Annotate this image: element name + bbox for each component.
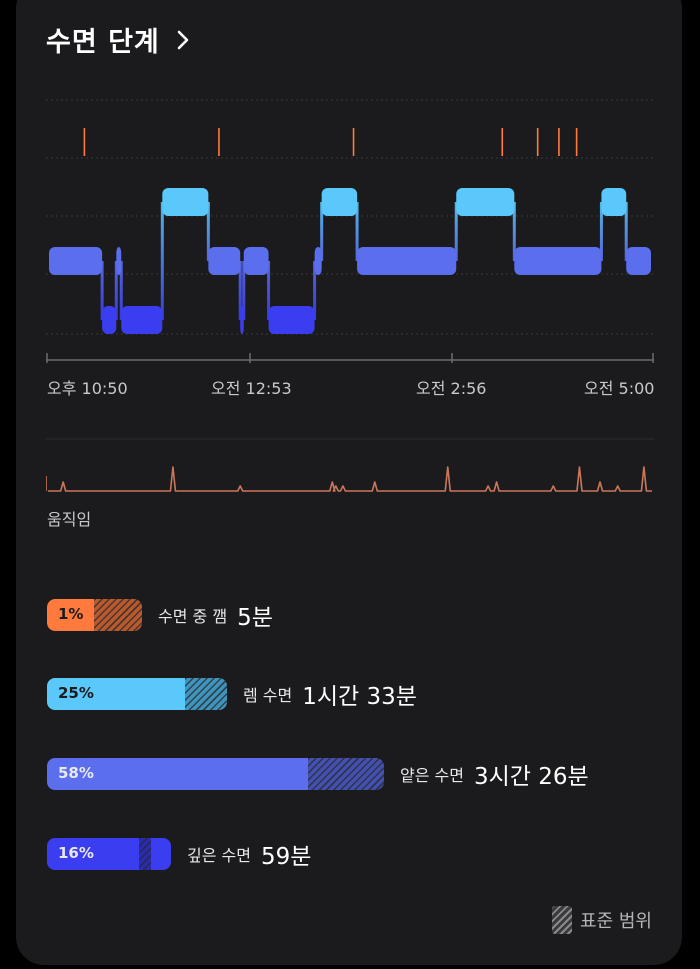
x-tick-label: 오전 2:56 [416,379,487,398]
awake-bar: 1% [47,599,142,631]
stage-row-awake[interactable]: 1% 수면 중 깸 5분 [47,599,273,631]
chevron-right-icon [177,30,189,49]
light-duration: 3시간 26분 [473,764,589,790]
deep-segment [102,306,117,334]
movement-svg [46,438,654,492]
stage-transition [267,261,271,320]
awake-marker [83,128,86,156]
stage-transition [624,202,628,261]
deep-bar-fill [47,838,139,870]
awake-marker [218,128,220,156]
x-tick-label: 오전 12:53 [211,379,292,398]
light-bar-fill [47,758,308,790]
deep-range-hatch [139,838,151,870]
stage-row-rem[interactable]: 25% 렘 수면 1시간 33분 [47,678,417,710]
awake-marker [501,128,504,156]
movement-line [48,466,652,492]
light-segment [116,247,122,275]
light-segment [357,247,457,275]
rem-pct: 25% [58,684,94,702]
awake-duration: 5분 [237,605,273,631]
hypnogram-svg [46,99,654,363]
stage-transition [512,202,516,261]
stage-transition [119,261,123,320]
deep-segment [268,306,315,334]
sleep-stages-card: 수면 단계 [16,0,682,965]
light-range-hatch [308,758,384,790]
stage-transition [160,202,164,320]
rem-segment [162,188,209,216]
stage-row-deep[interactable]: 16% 깊은 수면 59분 [47,838,311,870]
light-segment [49,247,103,275]
light-bar: 58% [47,758,384,790]
sleep-stages-header[interactable]: 수면 단계 [46,20,194,59]
stage-transition [599,202,603,261]
hatch-swatch-icon [552,906,573,934]
light-segment [243,247,269,275]
deep-label: 깊은 수면 [187,846,251,865]
stage-transition [454,202,458,261]
stage-transition [114,261,118,320]
stage-transition [320,202,324,261]
hypnogram-chart [46,98,654,363]
rem-duration: 1시간 33분 [302,684,417,710]
standard-range-legend: 표준 범위 [552,906,652,934]
stage-transition [238,261,242,320]
deep-duration: 59분 [260,844,312,870]
light-segment [514,247,602,275]
deep-segment [240,306,244,334]
page-title: 수면 단계 [46,27,160,58]
stage-transition [313,261,317,320]
rem-bar: 25% [47,678,227,710]
deep-bar: 16% [47,838,171,870]
awake-bar-fill [47,599,94,631]
legend-label: 표준 범위 [580,911,652,932]
rem-bar-fill [47,678,185,710]
light-pct: 58% [58,764,94,782]
deep-bar-fill-tail [151,838,171,870]
movement-chart [46,438,654,496]
light-label: 얕은 수면 [400,766,464,785]
stage-transition [206,202,210,261]
stage-row-light[interactable]: 58% 얕은 수면 3시간 26분 [47,758,589,790]
awake-range-hatch [94,599,142,631]
awake-marker [352,128,355,156]
x-tick-label: 오전 5:00 [584,379,655,398]
light-segment [208,247,241,275]
awake-label: 수면 중 깸 [158,607,228,626]
awake-marker [558,128,560,156]
rem-segment [601,188,627,216]
deep-pct: 16% [58,844,94,862]
stage-transition [355,202,359,261]
stage-transition [242,261,246,320]
stage-transition [100,261,104,320]
x-tick-label: 오후 10:50 [47,379,128,398]
deep-segment [121,306,163,334]
awake-marker [536,128,539,156]
light-segment [626,247,651,275]
rem-range-hatch [185,678,227,710]
movement-label: 움직임 [47,510,92,529]
light-segment [314,247,322,275]
rem-segment [321,188,358,216]
rem-label: 렘 수면 [243,686,293,705]
awake-pct: 1% [58,605,84,623]
awake-marker [575,128,578,156]
rem-segment [456,188,515,216]
